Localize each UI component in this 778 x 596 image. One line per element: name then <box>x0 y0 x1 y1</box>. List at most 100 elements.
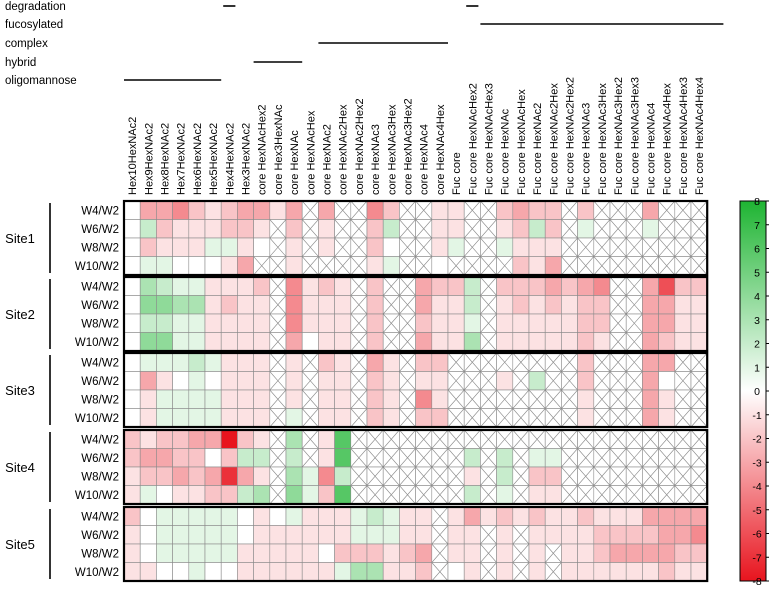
missing-cell-cross <box>463 429 481 449</box>
missing-cell-cross <box>399 219 416 239</box>
class-label-oligomannose: oligomannose <box>5 75 77 87</box>
heatmap-cell <box>156 295 173 315</box>
missing-cell-cross <box>642 485 659 505</box>
missing-cell-cross <box>269 256 287 276</box>
missing-cell-cross <box>463 200 481 220</box>
column-label-fuc-core-hexnac4hex: Fuc core HexNAc4Hex <box>662 83 674 195</box>
heatmap-cell <box>123 485 141 505</box>
heatmap-cell <box>220 219 238 239</box>
heatmap-cell <box>334 429 352 449</box>
missing-cell-cross <box>593 429 611 449</box>
heatmap-cell <box>318 200 335 220</box>
heatmap-cell <box>463 562 481 582</box>
heatmap-cell <box>674 562 692 582</box>
heatmap-cell <box>463 543 481 563</box>
heatmap-cell <box>123 332 141 352</box>
heatmap-cell <box>139 371 157 391</box>
missing-cell-cross <box>447 466 465 486</box>
column-label-fuc-core-hexnac3hex2: Fuc core HexNAc3Hex2 <box>613 77 625 195</box>
missing-cell-cross <box>447 389 465 409</box>
heatmap-cell <box>496 332 514 352</box>
missing-cell-cross <box>269 313 287 333</box>
missing-cell-cross <box>399 448 416 468</box>
heatmap-cell <box>318 219 335 239</box>
heatmap-cell <box>156 332 173 352</box>
heatmap-cell <box>399 543 416 563</box>
heatmap-cell <box>496 295 514 315</box>
heatmap-cell <box>188 200 206 220</box>
heatmap-cell <box>366 389 384 409</box>
heatmap-cell <box>366 295 384 315</box>
missing-cell-cross <box>350 313 368 333</box>
missing-cell-cross <box>496 429 514 449</box>
missing-cell-cross <box>480 256 497 276</box>
heatmap-cell <box>577 408 595 428</box>
missing-cell-cross <box>382 313 400 333</box>
heatmap-cell <box>301 332 319 352</box>
heatmap-cell <box>204 429 222 449</box>
missing-cell-cross <box>301 256 319 276</box>
heatmap-cell <box>123 276 141 296</box>
missing-cell-cross <box>690 371 708 391</box>
heatmap-cell <box>269 200 287 220</box>
missing-cell-cross <box>480 313 497 333</box>
site-label: Site2 <box>5 307 35 322</box>
missing-cell-cross <box>577 448 595 468</box>
missing-cell-cross <box>609 352 627 372</box>
heatmap-cell <box>593 525 611 545</box>
site-panels: W4/W2 W6/W2 W8/W2 W10/W2 Site1 W4/W2 W6/W2 W8/W… <box>5 199 709 583</box>
missing-cell-cross <box>544 408 562 428</box>
heatmap-cell <box>139 485 157 505</box>
column-label-core-hexnac3: core HexNAc3 <box>370 124 382 195</box>
colorbar-tick-label: -4 <box>752 481 761 493</box>
heatmap-cell <box>658 352 676 372</box>
heatmap-cell <box>382 371 400 391</box>
heatmap-cell <box>237 525 254 545</box>
heatmap-cell <box>642 295 659 315</box>
column-label-core-hexnachex2: core HexNAcHex2 <box>257 105 269 195</box>
heatmap-cell <box>658 276 676 296</box>
heatmap-cell <box>642 332 659 352</box>
heatmap-cell <box>382 237 400 257</box>
heatmap-cell <box>156 506 173 526</box>
heatmap-cell <box>447 562 465 582</box>
column-label-hex10hexnac2: Hex10HexNAc2 <box>127 117 139 195</box>
missing-cell-cross <box>512 485 530 505</box>
heatmap-cell <box>561 562 578 582</box>
heatmap-cell <box>415 332 433 352</box>
missing-cell-cross <box>593 352 611 372</box>
heatmap-cell <box>188 295 206 315</box>
heatmap-cell <box>285 295 303 315</box>
heatmap-cell <box>237 429 254 449</box>
row-label-w10-w2: W10/W2 <box>75 337 119 349</box>
missing-cell-cross <box>334 237 352 257</box>
heatmap-cell <box>496 237 514 257</box>
missing-cell-cross <box>528 408 546 428</box>
missing-cell-cross <box>609 408 627 428</box>
missing-cell-cross <box>561 219 578 239</box>
missing-cell-cross <box>399 389 416 409</box>
missing-cell-cross <box>480 485 497 505</box>
heatmap-cell <box>269 506 287 526</box>
missing-cell-cross <box>350 219 368 239</box>
column-label-fuc-core: Fuc core <box>451 152 463 195</box>
heatmap-cell <box>123 313 141 333</box>
heatmap-cell <box>188 219 206 239</box>
missing-cell-cross <box>399 466 416 486</box>
heatmap-cell <box>334 276 352 296</box>
missing-cell-cross <box>350 448 368 468</box>
heatmap-cell <box>269 543 287 563</box>
missing-cell-cross <box>690 429 708 449</box>
heatmap-cell <box>577 276 595 296</box>
heatmap-cell <box>544 256 562 276</box>
missing-cell-cross <box>609 256 627 276</box>
heatmap-cell <box>237 332 254 352</box>
missing-cell-cross <box>512 352 530 372</box>
heatmap-cell <box>123 200 141 220</box>
heatmap-cell <box>285 466 303 486</box>
heatmap-cell <box>642 200 659 220</box>
heatmap-cell <box>577 313 595 333</box>
missing-cell-cross <box>609 485 627 505</box>
heatmap-cell <box>577 200 595 220</box>
heatmap-cell <box>609 562 627 582</box>
